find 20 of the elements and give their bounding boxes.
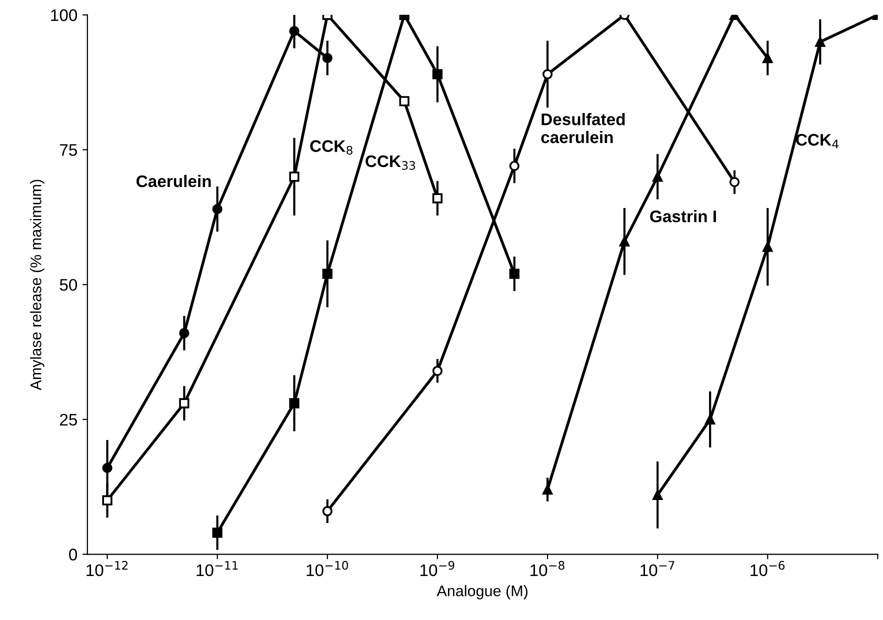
x-tick-label: 10$^{−8}$ xyxy=(530,560,564,576)
series-label: CCK$_{33}$ xyxy=(366,155,416,170)
x-axis-title: Analogue (M) xyxy=(436,585,528,600)
series-label: Caerulein xyxy=(136,174,211,188)
series-label: CCK$_{4}$ xyxy=(796,134,838,148)
series-label: Desulfated caerulein xyxy=(541,113,625,144)
y-tick-label: 75 xyxy=(60,144,77,156)
x-tick-label: 10$^{−7}$ xyxy=(640,561,674,576)
series-label: CCK$_{8}$ xyxy=(310,140,352,155)
y-tick-label: 100 xyxy=(51,9,78,22)
series-label: Gastrin I xyxy=(650,210,716,222)
x-tick-label: 10$^{−6}$ xyxy=(750,560,785,576)
y-tick-label: 0 xyxy=(69,548,78,560)
x-tick-label: 10$^{−12}$ xyxy=(86,560,128,576)
x-tick-label: 10$^{−9}$ xyxy=(420,560,454,576)
y-axis-title: Amylase release (% maximum) xyxy=(30,180,44,390)
x-tick-label: 10$^{−11}$ xyxy=(196,561,238,576)
x-tick-label: 10$^{−10}$ xyxy=(306,560,348,576)
y-tick-label: 50 xyxy=(60,278,78,291)
y-tick-label: 25 xyxy=(60,414,77,426)
